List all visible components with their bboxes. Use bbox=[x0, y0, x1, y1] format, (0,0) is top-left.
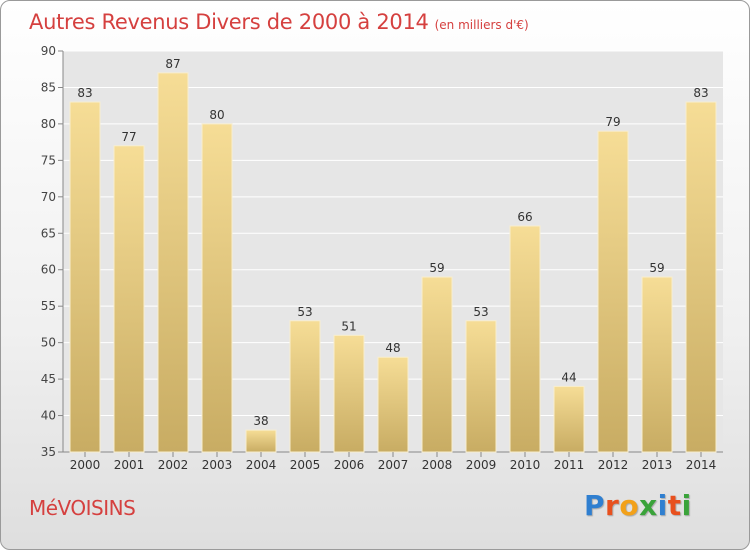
logo-letter: r bbox=[605, 489, 620, 522]
bar bbox=[421, 276, 453, 453]
bar bbox=[641, 276, 673, 453]
logo-letter: x bbox=[639, 489, 658, 522]
data-label: 66 bbox=[517, 210, 532, 224]
logo-letter: i bbox=[681, 489, 692, 522]
data-label: 77 bbox=[121, 130, 136, 144]
x-tick-label: 2010 bbox=[510, 458, 541, 472]
y-tick-label: 80 bbox=[41, 117, 56, 131]
data-label: 79 bbox=[605, 115, 620, 129]
logo-letter: t bbox=[667, 489, 682, 522]
data-label: 48 bbox=[385, 341, 400, 355]
y-tick-label: 45 bbox=[41, 372, 56, 386]
y-tick-label: 75 bbox=[41, 153, 56, 167]
x-tick-label: 2004 bbox=[246, 458, 277, 472]
bar bbox=[597, 130, 629, 453]
bar bbox=[685, 101, 717, 453]
x-tick-label: 2011 bbox=[554, 458, 585, 472]
y-tick-label: 65 bbox=[41, 226, 56, 240]
y-tick-label: 50 bbox=[41, 336, 56, 350]
x-tick-label: 2002 bbox=[158, 458, 189, 472]
data-label: 59 bbox=[649, 261, 664, 275]
x-tick-label: 2014 bbox=[686, 458, 717, 472]
location-name: MéVOISINS bbox=[29, 496, 136, 520]
y-tick-label: 35 bbox=[41, 445, 56, 459]
x-tick-label: 2003 bbox=[202, 458, 233, 472]
logo-letter: i bbox=[657, 489, 668, 522]
y-tick-label: 40 bbox=[41, 409, 56, 423]
x-tick-label: 2006 bbox=[334, 458, 365, 472]
bar bbox=[333, 334, 365, 453]
x-tick-label: 2009 bbox=[466, 458, 497, 472]
chart-subtitle: (en milliers d'€) bbox=[434, 18, 529, 32]
data-label: 53 bbox=[473, 305, 488, 319]
y-tick-label: 55 bbox=[41, 299, 56, 313]
chart-title-text: Autres Revenus Divers de 2000 à 2014 bbox=[29, 10, 429, 34]
bar bbox=[69, 101, 101, 453]
x-tick-label: 2012 bbox=[598, 458, 629, 472]
x-tick-label: 2008 bbox=[422, 458, 453, 472]
logo-letter: o bbox=[619, 489, 640, 522]
bar bbox=[157, 72, 189, 453]
data-label: 53 bbox=[297, 305, 312, 319]
bar bbox=[377, 356, 409, 453]
x-tick-label: 2001 bbox=[114, 458, 145, 472]
x-tick-label: 2000 bbox=[70, 458, 101, 472]
bar bbox=[465, 320, 497, 453]
y-tick-label: 90 bbox=[41, 44, 56, 58]
x-tick-label: 2007 bbox=[378, 458, 409, 472]
data-label: 51 bbox=[341, 319, 356, 333]
bar bbox=[201, 123, 233, 453]
y-tick-label: 60 bbox=[41, 263, 56, 277]
logo-letter: P bbox=[584, 489, 606, 522]
y-tick-label: 70 bbox=[41, 190, 56, 204]
data-label: 38 bbox=[253, 414, 268, 428]
data-label: 83 bbox=[693, 86, 708, 100]
data-label: 80 bbox=[209, 108, 224, 122]
data-label: 87 bbox=[165, 57, 180, 71]
x-tick-label: 2005 bbox=[290, 458, 321, 472]
y-tick-label: 85 bbox=[41, 80, 56, 94]
proxiti-logo: Proxiti bbox=[584, 489, 692, 522]
bar bbox=[289, 320, 321, 453]
data-label: 59 bbox=[429, 261, 444, 275]
chart-title: Autres Revenus Divers de 2000 à 2014 (en … bbox=[29, 10, 529, 34]
bar bbox=[553, 385, 585, 453]
data-label: 83 bbox=[77, 86, 92, 100]
x-tick-label: 2013 bbox=[642, 458, 673, 472]
bar bbox=[509, 225, 541, 453]
bar bbox=[113, 145, 145, 453]
data-label: 44 bbox=[561, 370, 576, 384]
bar bbox=[245, 429, 277, 453]
